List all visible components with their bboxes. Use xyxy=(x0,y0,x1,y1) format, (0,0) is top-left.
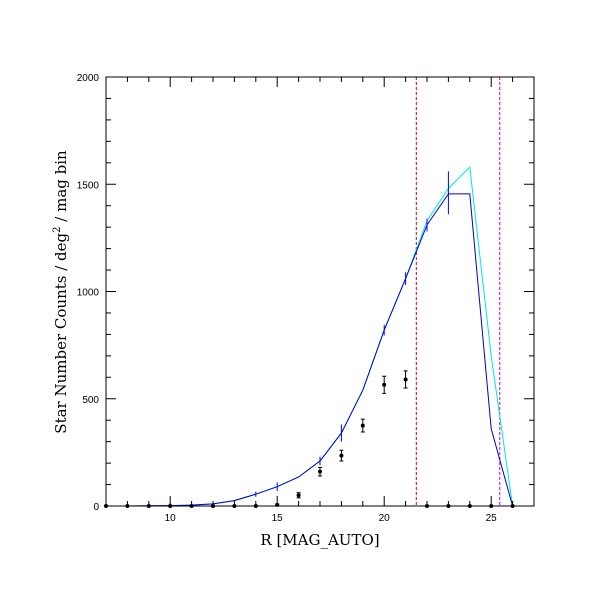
y-axis-title: Star Number Counts / deg2 / mag bin xyxy=(52,150,70,434)
y-axis-title-tail: / mag bin xyxy=(52,150,70,227)
x-tick-label: 25 xyxy=(486,513,498,524)
data-point xyxy=(296,493,301,498)
data-point xyxy=(382,382,387,387)
y-tick-label: 2000 xyxy=(77,73,100,84)
x-axis-title: R [MAG_AUTO] xyxy=(260,531,379,549)
x-tick-label: 15 xyxy=(272,513,284,524)
x-tick-label: 10 xyxy=(165,513,177,524)
data-point xyxy=(318,469,322,474)
data-point xyxy=(339,453,344,458)
y-axis-title-superscript: 2 xyxy=(52,226,63,232)
x-tick-label: 20 xyxy=(379,513,391,524)
y-tick-label: 1500 xyxy=(77,180,100,191)
y-tick-label: 1000 xyxy=(77,288,100,299)
data-point xyxy=(403,377,408,382)
axis-ticks xyxy=(105,76,535,507)
axis-tick-labels: 10 15 20 25 0 500 1000 1500 2000 xyxy=(77,73,497,524)
y-axis-title-main: Star Number Counts / deg xyxy=(52,232,70,433)
data-point xyxy=(360,423,365,428)
y-tick-label: 500 xyxy=(82,395,99,406)
y-tick-label: 0 xyxy=(93,502,99,513)
